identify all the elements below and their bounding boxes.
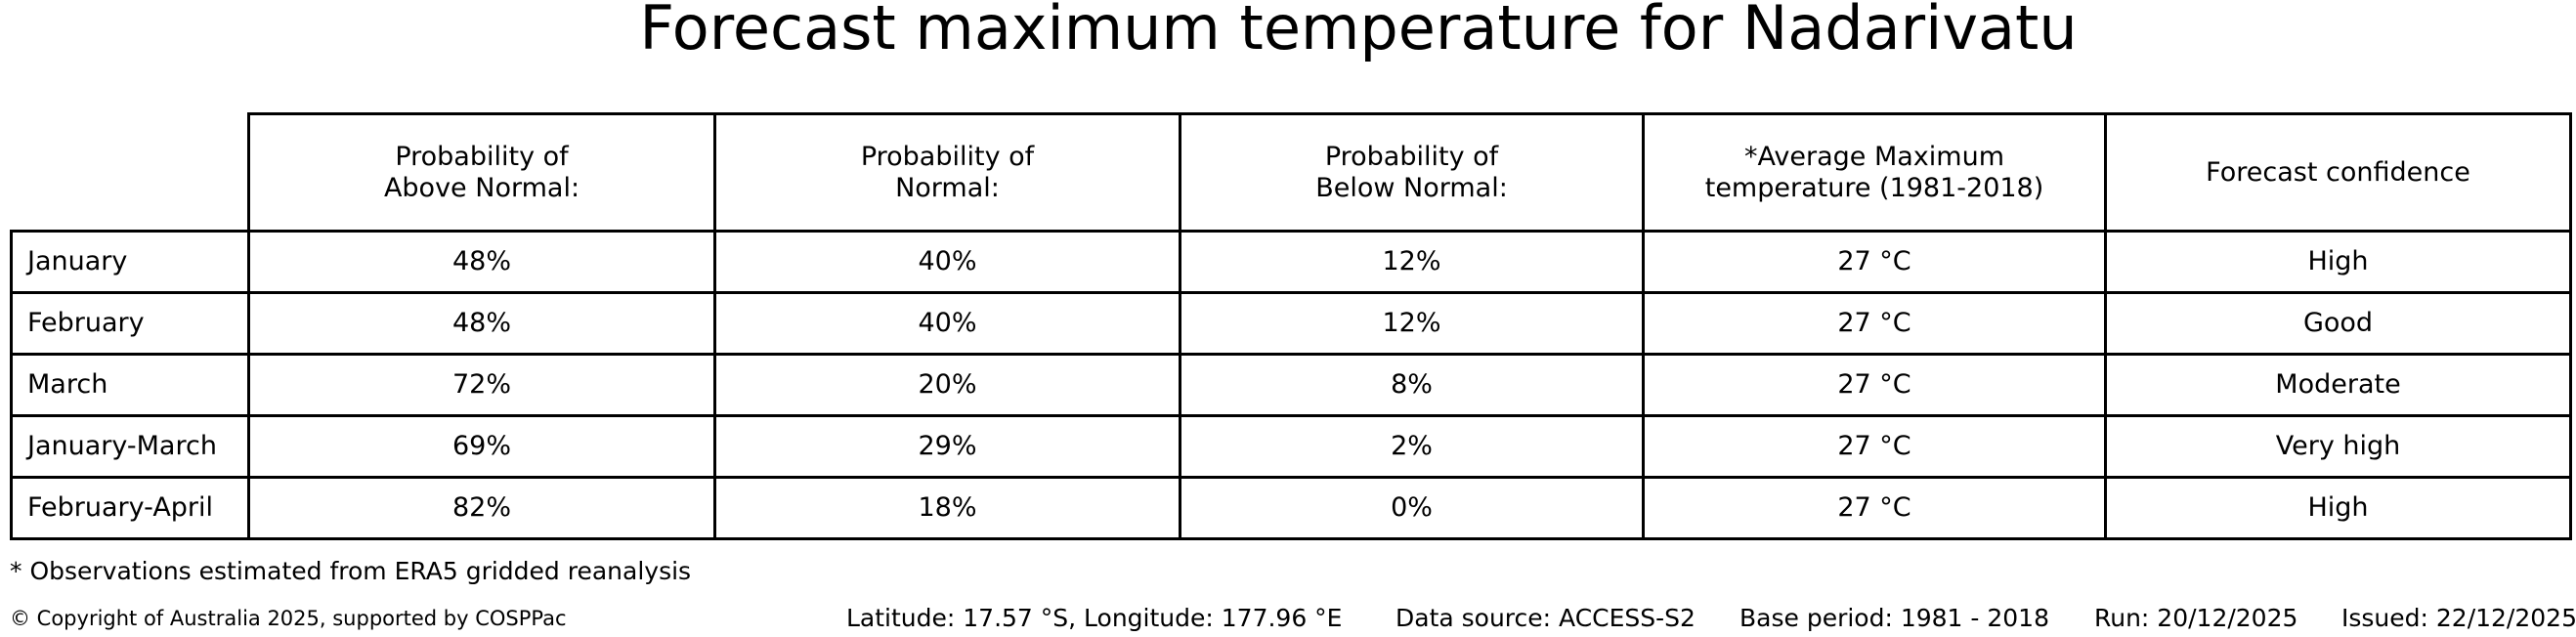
cell-forecast-confidence: Very high [2104, 414, 2572, 479]
cell-prob-normal: 20% [713, 353, 1181, 417]
cell-avg-max-temperature: 27 °C [1642, 230, 2107, 294]
cell-prob-normal: 40% [713, 230, 1181, 294]
location-text: Latitude: 17.57 °S, Longitude: 177.96 °E [846, 604, 1343, 632]
cell-forecast-confidence: High [2104, 476, 2572, 540]
cell-prob-above-normal: 69% [247, 414, 716, 479]
table-row: February 48% 40% 12% 27 °C Good [10, 291, 2572, 356]
col-header-prob-normal: Probability of Normal: [713, 112, 1181, 233]
table-row: January 48% 40% 12% 27 °C High [10, 230, 2572, 294]
cell-avg-max-temperature: 27 °C [1642, 414, 2107, 479]
table-row: January-March 69% 29% 2% 27 °C Very high [10, 414, 2572, 479]
cell-forecast-confidence: Moderate [2104, 353, 2572, 417]
figure-title: Forecast maximum temperature for Nadariv… [639, 0, 2078, 64]
data-source-text: Data source: ACCESS-S2 [1395, 604, 1696, 632]
cell-prob-above-normal: 48% [247, 291, 716, 356]
cell-prob-below-normal: 2% [1179, 414, 1645, 479]
cell-prob-above-normal: 82% [247, 476, 716, 540]
row-label: January [10, 230, 250, 294]
cell-prob-below-normal: 12% [1179, 230, 1645, 294]
col-header-avg-max-temperature: *Average Maximum temperature (1981-2018) [1642, 112, 2107, 233]
corner-cell [12, 114, 249, 232]
cell-prob-normal: 18% [713, 476, 1181, 540]
cell-forecast-confidence: Good [2104, 291, 2572, 356]
cell-prob-below-normal: 12% [1179, 291, 1645, 356]
table-row: February-April 82% 18% 0% 27 °C High [10, 476, 2572, 540]
col-header-forecast-confidence: Forecast confidence [2104, 112, 2572, 233]
issued-date-text: Issued: 22/12/2025 [2341, 604, 2576, 632]
run-date-text: Run: 20/12/2025 [2094, 604, 2298, 632]
row-label: February-April [10, 476, 250, 540]
row-label: March [10, 353, 250, 417]
cell-avg-max-temperature: 27 °C [1642, 476, 2107, 540]
cell-prob-above-normal: 72% [247, 353, 716, 417]
col-header-prob-above-normal: Probability of Above Normal: [247, 112, 716, 233]
cell-prob-below-normal: 8% [1179, 353, 1645, 417]
cell-avg-max-temperature: 27 °C [1642, 291, 2107, 356]
cell-avg-max-temperature: 27 °C [1642, 353, 2107, 417]
cell-prob-below-normal: 0% [1179, 476, 1645, 540]
cell-prob-normal: 40% [713, 291, 1181, 356]
header-row: Probability of Above Normal: Probability… [12, 112, 2572, 233]
table-row: March 72% 20% 8% 27 °C Moderate [10, 353, 2572, 417]
footnote: * Observations estimated from ERA5 gridd… [10, 557, 692, 585]
copyright-text: © Copyright of Australia 2025, supported… [10, 607, 567, 630]
row-label: February [10, 291, 250, 356]
cell-prob-normal: 29% [713, 414, 1181, 479]
cell-prob-above-normal: 48% [247, 230, 716, 294]
row-label: January-March [10, 414, 250, 479]
base-period-text: Base period: 1981 - 2018 [1739, 604, 2049, 632]
forecast-table: Probability of Above Normal: Probability… [10, 112, 2572, 540]
col-header-prob-below-normal: Probability of Below Normal: [1179, 112, 1645, 233]
cell-forecast-confidence: High [2104, 230, 2572, 294]
